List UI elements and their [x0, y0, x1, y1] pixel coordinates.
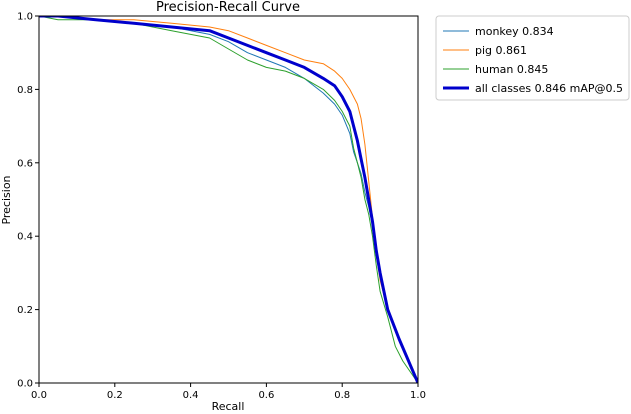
legend-label-1: pig 0.861 [475, 44, 527, 57]
legend-frame [435, 15, 630, 101]
y-tick-label: 0.0 [17, 379, 33, 390]
y-tick-label: 0.4 [17, 232, 33, 243]
plot-area-frame [38, 15, 419, 384]
legend-label-0: monkey 0.834 [475, 25, 554, 38]
y-tick-label: 0.6 [17, 158, 33, 169]
y-tick-label: 0.8 [17, 85, 33, 96]
y-tick-label: 0.2 [17, 305, 33, 316]
x-tick-label: 0.8 [334, 390, 350, 401]
series-line-3 [39, 16, 418, 383]
x-tick-label: 1.0 [410, 390, 426, 401]
y-tick-label: 1.0 [17, 12, 33, 23]
series-line-1 [39, 16, 418, 383]
series-line-2 [39, 16, 418, 383]
x-tick-label: 0.2 [107, 390, 123, 401]
legend-label-3: all classes 0.846 mAP@0.5 [475, 82, 623, 95]
chart-title: Precision-Recall Curve [156, 0, 300, 15]
x-tick-label: 0.0 [31, 390, 47, 401]
y-axis-label: Precision [0, 175, 13, 224]
x-tick-label: 0.6 [258, 390, 274, 401]
series-line-0 [39, 16, 418, 383]
x-axis-label: Recall [212, 400, 245, 413]
x-tick-label: 0.4 [183, 390, 199, 401]
legend-label-2: human 0.845 [475, 63, 548, 76]
legend: monkey 0.834 pig 0.861 human 0.845 all clas… [435, 15, 630, 101]
